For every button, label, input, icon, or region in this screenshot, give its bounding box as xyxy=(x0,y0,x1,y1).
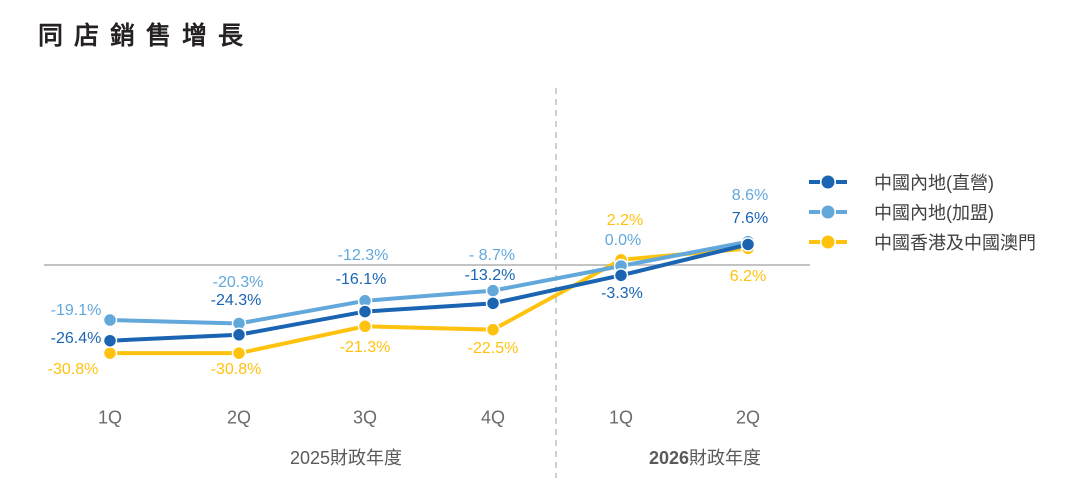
data-point-dot xyxy=(357,319,373,334)
data-point-dot xyxy=(102,312,118,328)
page-title: 同店銷售增長 xyxy=(38,22,255,50)
data-point-dot xyxy=(613,268,629,283)
legend-label-hk-macau: 中國香港及中國澳門 xyxy=(874,233,1036,253)
legend-marker-dash-dot-icon xyxy=(809,175,847,189)
data-point-dot xyxy=(485,283,501,298)
chart-legend: 中國內地(直營) 中國內地(加盟) 中國香港及中國澳門 xyxy=(808,171,1036,253)
legend-item-hk-macau: 中國香港及中國澳門 xyxy=(808,231,1036,253)
data-point-dot xyxy=(485,322,501,337)
legend-marker-dash-dot-icon xyxy=(809,205,847,219)
data-point-dot xyxy=(740,237,756,252)
data-point-dot xyxy=(231,345,247,361)
series-line xyxy=(109,242,749,343)
legend-label-mainland-franchise: 中國內地(加盟) xyxy=(874,203,994,223)
data-point-dot xyxy=(102,333,118,348)
data-point-dot xyxy=(102,345,118,361)
data-point-dot xyxy=(485,296,501,311)
legend-item-mainland-direct: 中國內地(直營) xyxy=(808,171,1036,193)
series-line xyxy=(110,246,749,356)
legend-label-mainland-direct: 中國內地(直營) xyxy=(874,173,994,193)
data-point-dot xyxy=(231,327,247,343)
legend-marker-dash-dot-icon xyxy=(809,235,847,249)
legend-item-mainland-franchise: 中國內地(加盟) xyxy=(808,201,1036,223)
series-line xyxy=(109,239,749,326)
data-point-dot xyxy=(357,304,373,319)
